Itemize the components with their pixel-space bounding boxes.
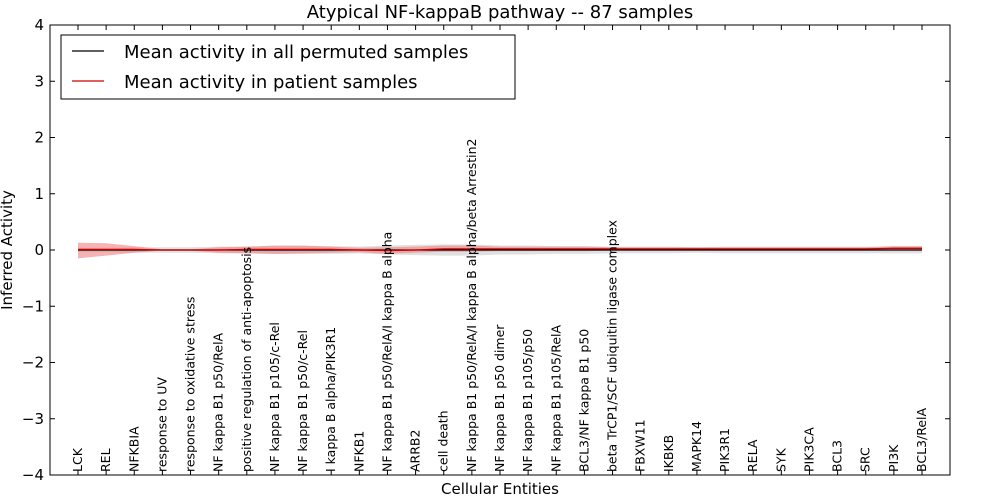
- x-category-label: NF kappa B1 p50/RelA/I kappa B alpha: [380, 232, 395, 472]
- y-tick-label: 3: [34, 72, 44, 90]
- x-category-label: NF kappa B1 p105/c-Rel: [267, 322, 282, 472]
- x-category-label: MAPK14: [689, 421, 704, 472]
- x-category-label: beta TrCP1/SCF ubiquitin ligase complex: [605, 220, 620, 472]
- x-category-label: I kappa B alpha/PIK3R1: [323, 327, 338, 472]
- x-category-label: NFKBIA: [126, 426, 141, 472]
- x-category-label: NFKB1: [351, 431, 366, 472]
- chart-title: Atypical NF-kappaB pathway -- 87 samples: [307, 2, 693, 23]
- x-axis: [77, 25, 923, 475]
- legend-box: [60, 34, 516, 100]
- legend-label-permuted: Mean activity in all permuted samples: [124, 42, 468, 63]
- x-category-label: cell death: [436, 410, 451, 472]
- x-category-label: SYK: [773, 447, 788, 472]
- y-tick-label: 1: [34, 185, 44, 203]
- x-category-label: LCK: [70, 447, 85, 472]
- y-axis-label: Inferred Activity: [0, 190, 16, 310]
- y-tick-label: −4: [22, 466, 44, 484]
- x-category-label: response to oxidative stress: [183, 297, 198, 472]
- x-category-label: PIK3CA: [802, 427, 817, 472]
- x-category-label: ARRB2: [408, 430, 423, 472]
- x-category-label: FBXW11: [633, 419, 648, 472]
- y-axis: −4 −3 −2 −1 0 1 2 3 4: [22, 16, 950, 484]
- x-category-label: NF kappa B1 p105/p50: [520, 329, 535, 472]
- x-category-label: BCL3: [830, 440, 845, 472]
- x-category-label: response to UV: [154, 377, 169, 472]
- x-axis-label: Cellular Entities: [441, 480, 559, 498]
- category-labels: LCK REL NFKBIA response to UV response to ox…: [70, 139, 929, 473]
- y-tick-label: −2: [22, 354, 44, 372]
- y-tick-label: 2: [34, 129, 44, 147]
- x-category-label: BCL3/NF kappa B1 p50: [576, 329, 591, 472]
- legend-label-patient: Mean activity in patient samples: [124, 72, 418, 93]
- x-category-label: NF kappa B1 p50/RelA: [211, 332, 226, 472]
- x-category-label: IKBKB: [661, 435, 676, 472]
- series-lines: [78, 247, 922, 252]
- x-category-label: REL: [98, 448, 113, 472]
- line-series-1: [78, 247, 922, 252]
- x-category-label: NF kappa B1 p50/c-Rel: [295, 330, 310, 472]
- y-tick-label: −1: [22, 297, 44, 315]
- x-category-label: SRC: [858, 447, 873, 472]
- x-category-label: positive regulation of anti-apoptosis: [239, 247, 254, 472]
- x-category-label: NF kappa B1 p50/RelA/I kappa B alpha/bet…: [464, 139, 479, 473]
- legend: Mean activity in all permuted samples Me…: [60, 34, 516, 100]
- y-tick-label: −3: [22, 410, 44, 428]
- y-tick-label: 0: [34, 241, 44, 259]
- x-category-label: BCL3/RelA: [914, 408, 929, 472]
- y-tick-label: 4: [34, 16, 44, 34]
- x-category-label: PI3K: [886, 444, 901, 472]
- x-category-label: NF kappa B1 p50 dimer: [492, 324, 507, 472]
- x-category-label: PIK3R1: [717, 428, 732, 472]
- x-category-label: NF kappa B1 p105/RelA: [548, 325, 563, 472]
- x-category-label: RELA: [745, 439, 760, 472]
